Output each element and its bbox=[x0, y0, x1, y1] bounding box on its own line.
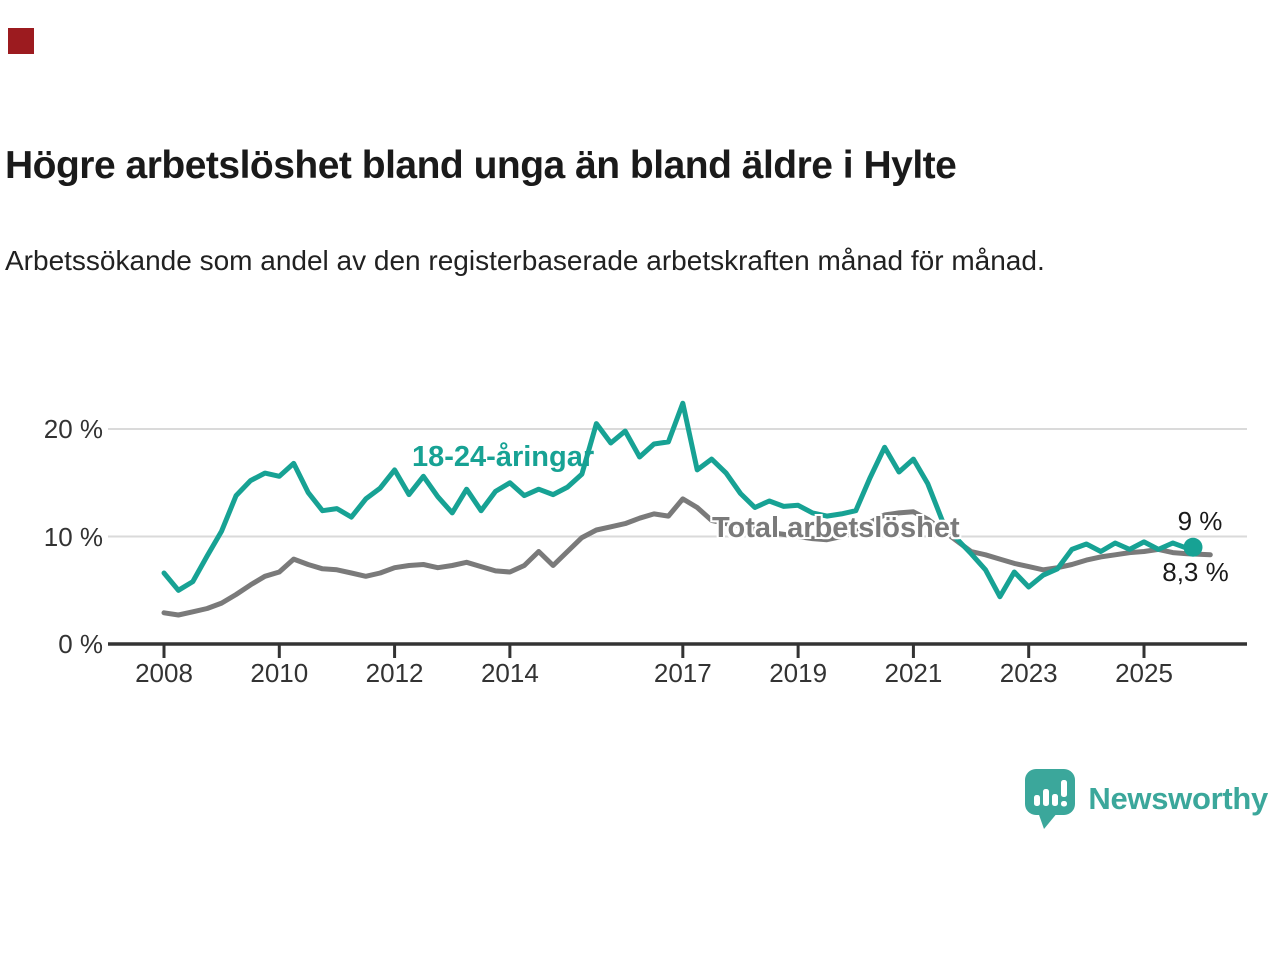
x-tick-label: 2008 bbox=[135, 658, 193, 688]
y-tick-label: 20 % bbox=[43, 414, 103, 444]
x-tick-label: 2012 bbox=[365, 658, 424, 688]
series-label-total: Total arbetslöshet bbox=[712, 512, 960, 544]
x-tick-label: 2019 bbox=[769, 658, 828, 688]
x-tick-label: 2023 bbox=[999, 658, 1058, 688]
x-tick-label: 2025 bbox=[1115, 658, 1173, 688]
newsworthy-logo-text: Newsworthy bbox=[1088, 781, 1268, 816]
y-tick-label: 0 % bbox=[58, 629, 103, 659]
x-tick-label: 2010 bbox=[250, 658, 309, 688]
series-line-youth bbox=[161, 400, 1196, 600]
newsworthy-logo: Newsworthy bbox=[1024, 768, 1268, 830]
y-tick-label: 10 % bbox=[43, 521, 103, 552]
end-value-label-youth: 9 % bbox=[1177, 506, 1223, 536]
page-title: Högre arbetslöshet bland unga än bland ä… bbox=[5, 144, 957, 187]
series-label-youth: 18-24-åringar bbox=[412, 441, 595, 473]
category-color-square bbox=[8, 28, 34, 54]
x-tick-label: 2017 bbox=[653, 658, 712, 688]
x-tick-label: 2014 bbox=[480, 658, 539, 688]
end-value-label-total: 8,3 % bbox=[1162, 557, 1229, 587]
newsworthy-bubble-icon bbox=[1025, 769, 1076, 829]
page-subtitle: Arbetssökande som andel av den registerb… bbox=[5, 245, 1045, 276]
x-tick-label: 2021 bbox=[884, 658, 943, 688]
series-line-total bbox=[161, 496, 1213, 618]
series-end-dot bbox=[1183, 537, 1203, 557]
